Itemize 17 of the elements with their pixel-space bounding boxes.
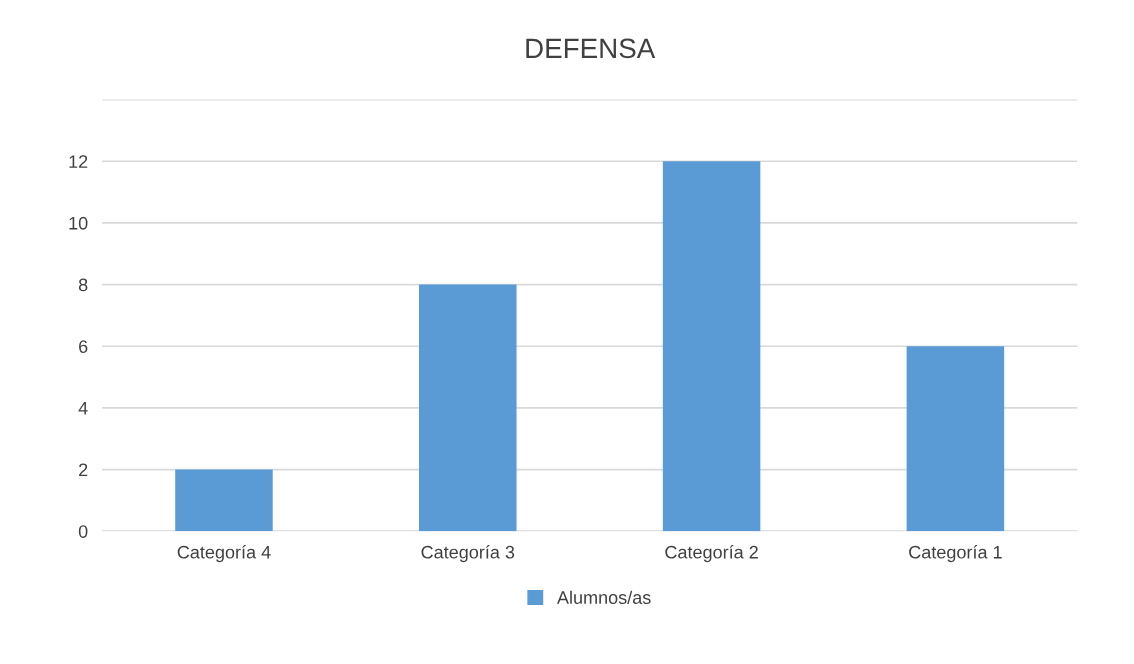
x-tick-label: Categoría 4 bbox=[177, 545, 271, 563]
x-tick-label: Categoría 3 bbox=[421, 545, 515, 563]
bar bbox=[419, 284, 517, 532]
y-tick-label: 8 bbox=[78, 278, 88, 292]
y-tick-label: 10 bbox=[69, 216, 88, 230]
x-tick-label: Categoría 1 bbox=[909, 545, 1002, 563]
y-tick-label: 6 bbox=[79, 340, 88, 353]
bar bbox=[175, 469, 273, 532]
bar bbox=[662, 161, 761, 532]
y-tick-label: 4 bbox=[78, 402, 88, 415]
y-tick-label: 0 bbox=[78, 525, 88, 538]
x-tick-label: Categoría 2 bbox=[665, 545, 758, 563]
bar bbox=[906, 346, 1005, 532]
y-tick-label: 2 bbox=[79, 463, 88, 477]
chart-title: DEFENSA bbox=[526, 38, 656, 59]
legend-label: Alumnos/as bbox=[557, 590, 651, 604]
y-tick-label: 12 bbox=[69, 155, 88, 168]
